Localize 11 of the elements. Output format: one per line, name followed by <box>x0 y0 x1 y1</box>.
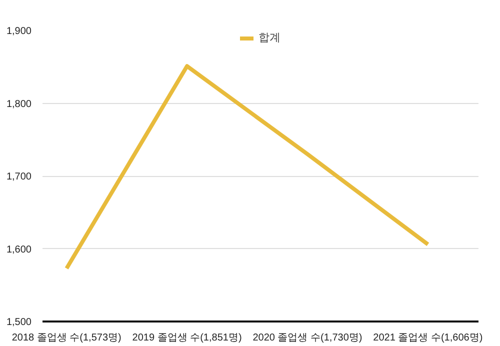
x-tick-label: 2019 졸업생 수(1,851명) <box>132 332 242 344</box>
legend-label: 합계 <box>258 31 280 45</box>
y-tick-label: 1,700 <box>6 172 32 182</box>
x-tick-label: 2020 졸업생 수(1,730명) <box>252 332 362 344</box>
y-tick-label: 1,800 <box>6 98 32 110</box>
x-tick-label: 2018 졸업생 수(1,573명) <box>12 332 122 344</box>
y-tick-label: 1,500 <box>6 317 32 328</box>
y-tick-label: 1,900 <box>6 26 32 37</box>
line-series <box>64 64 430 270</box>
x-tick-label: 2021 졸업생 수(1,606명) <box>373 332 483 344</box>
y-tick-label: 1,600 <box>6 244 32 256</box>
